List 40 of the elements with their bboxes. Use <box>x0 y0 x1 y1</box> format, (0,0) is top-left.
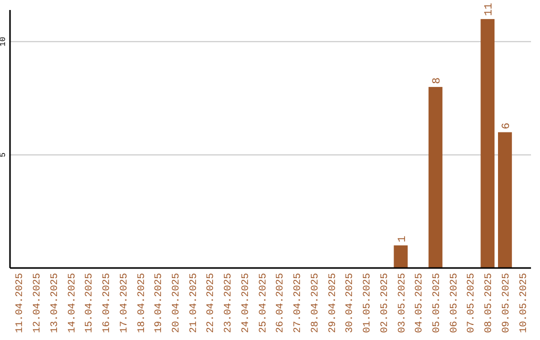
x-tick-label: 19.04.2025 <box>154 273 166 334</box>
x-tick-label: 14.04.2025 <box>67 273 78 334</box>
data-label: 6 <box>500 122 513 130</box>
data-label: 11 <box>484 2 496 16</box>
x-tick-label: 22.04.2025 <box>206 273 218 334</box>
x-tick-label: 27.04.2025 <box>293 273 304 334</box>
x-tick-label: 20.04.2025 <box>171 273 182 334</box>
x-tick-label: 26.04.2025 <box>276 273 287 334</box>
y-tick-label: 5 <box>0 152 8 158</box>
x-tick-label: 23.04.2025 <box>224 273 235 334</box>
x-tick-label: 12.04.2025 <box>32 273 44 334</box>
data-label: 8 <box>431 77 444 84</box>
x-tick-label: 15.04.2025 <box>84 273 96 334</box>
y-tick-label: 10 <box>0 36 8 46</box>
x-tick-label: 16.04.2025 <box>102 273 114 334</box>
x-tick-label: 30.04.2025 <box>345 273 356 334</box>
x-tick-label: 03.05.2025 <box>397 273 408 334</box>
x-tick-label: 02.05.2025 <box>380 273 391 334</box>
bar <box>428 86 442 268</box>
x-tick-label: 24.04.2025 <box>240 273 252 334</box>
x-tick-label: 25.04.2025 <box>258 273 270 334</box>
x-tick-label: 13.04.2025 <box>50 273 61 334</box>
bar <box>498 132 512 268</box>
x-tick-label: 21.04.2025 <box>188 273 200 334</box>
x-tick-label: 05.05.2025 <box>432 273 443 334</box>
bar <box>480 19 495 268</box>
x-tick-label: 28.04.2025 <box>310 273 322 334</box>
x-tick-label: 10.05.2025 <box>518 273 530 334</box>
x-tick-label: 01.05.2025 <box>362 273 374 334</box>
x-tick-label: 18.04.2025 <box>136 273 148 334</box>
x-tick-label: 07.05.2025 <box>466 273 478 334</box>
x-tick-label: 17.04.2025 <box>119 273 130 334</box>
x-tick-label: 09.05.2025 <box>501 273 512 334</box>
x-tick-label: 04.05.2025 <box>414 273 426 334</box>
x-tick-label: 08.05.2025 <box>484 273 496 334</box>
data-label: 1 <box>396 235 409 242</box>
x-tick-label: 29.04.2025 <box>328 273 339 334</box>
x-tick-label: 06.05.2025 <box>449 273 460 334</box>
bar <box>394 245 408 268</box>
x-tick-label: 11.04.2025 <box>15 273 26 334</box>
